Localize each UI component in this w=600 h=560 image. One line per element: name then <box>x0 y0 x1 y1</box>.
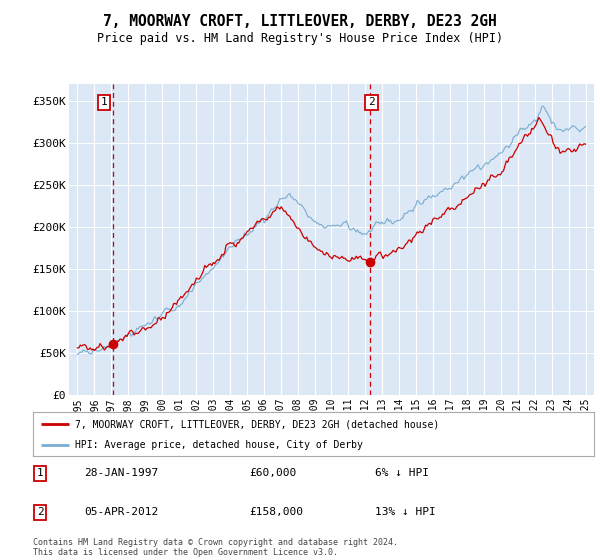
Text: 1: 1 <box>101 97 107 108</box>
Text: 05-APR-2012: 05-APR-2012 <box>84 507 158 517</box>
Text: 7, MOORWAY CROFT, LITTLEOVER, DERBY, DE23 2GH: 7, MOORWAY CROFT, LITTLEOVER, DERBY, DE2… <box>103 14 497 29</box>
Text: Price paid vs. HM Land Registry's House Price Index (HPI): Price paid vs. HM Land Registry's House … <box>97 32 503 45</box>
Text: 2: 2 <box>37 507 44 517</box>
Text: £60,000: £60,000 <box>249 468 296 478</box>
Text: Contains HM Land Registry data © Crown copyright and database right 2024.
This d: Contains HM Land Registry data © Crown c… <box>33 538 398 557</box>
Text: 13% ↓ HPI: 13% ↓ HPI <box>375 507 436 517</box>
Text: 2: 2 <box>368 97 375 108</box>
Text: £158,000: £158,000 <box>249 507 303 517</box>
Text: 28-JAN-1997: 28-JAN-1997 <box>84 468 158 478</box>
Text: HPI: Average price, detached house, City of Derby: HPI: Average price, detached house, City… <box>75 440 363 450</box>
Text: 1: 1 <box>37 468 44 478</box>
Text: 7, MOORWAY CROFT, LITTLEOVER, DERBY, DE23 2GH (detached house): 7, MOORWAY CROFT, LITTLEOVER, DERBY, DE2… <box>75 419 439 429</box>
Text: 6% ↓ HPI: 6% ↓ HPI <box>375 468 429 478</box>
